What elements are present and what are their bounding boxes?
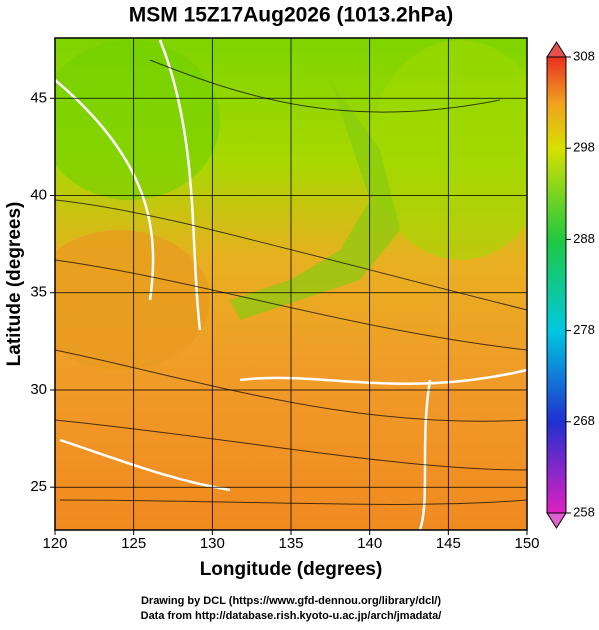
y-tick-label: 30	[30, 381, 47, 398]
x-tick-label: 125	[121, 535, 146, 552]
colorbar-top-arrow	[546, 41, 567, 58]
y-tick-label: 45	[30, 89, 47, 106]
colorbar-tick-label: 288	[573, 231, 595, 246]
credit: Data from http://database.rish.kyoto-u.a…	[141, 610, 442, 622]
colorbar-bottom-arrow	[546, 512, 567, 529]
colorbar-tick-label: 298	[573, 140, 595, 155]
x-tick-label: 130	[200, 535, 225, 552]
y-tick-label: 40	[30, 186, 47, 203]
x-tick-label: 140	[357, 535, 382, 552]
y-tick-label: 35	[30, 284, 47, 301]
colorbar-tick-label: 258	[573, 504, 595, 519]
credit: Drawing by DCL (https://www.gfd-dennou.o…	[141, 595, 441, 607]
x-axis-label: Longitude (degrees)	[200, 559, 383, 580]
x-tick-label: 135	[278, 535, 303, 552]
x-tick-label: 120	[42, 535, 67, 552]
y-axis-label: Latitude (degrees)	[4, 202, 25, 367]
colorbar-tick-label: 278	[573, 322, 595, 337]
colorbar	[546, 56, 567, 514]
x-tick-label: 150	[514, 535, 539, 552]
y-tick-label: 25	[30, 478, 47, 495]
colorbar-tick-label: 308	[573, 48, 595, 63]
map-field	[55, 38, 527, 530]
title: MSM 15Z17Aug2026 (1013.2hPa)	[129, 4, 453, 27]
colorbar-tick-label: 268	[573, 413, 595, 428]
x-tick-label: 145	[436, 535, 461, 552]
